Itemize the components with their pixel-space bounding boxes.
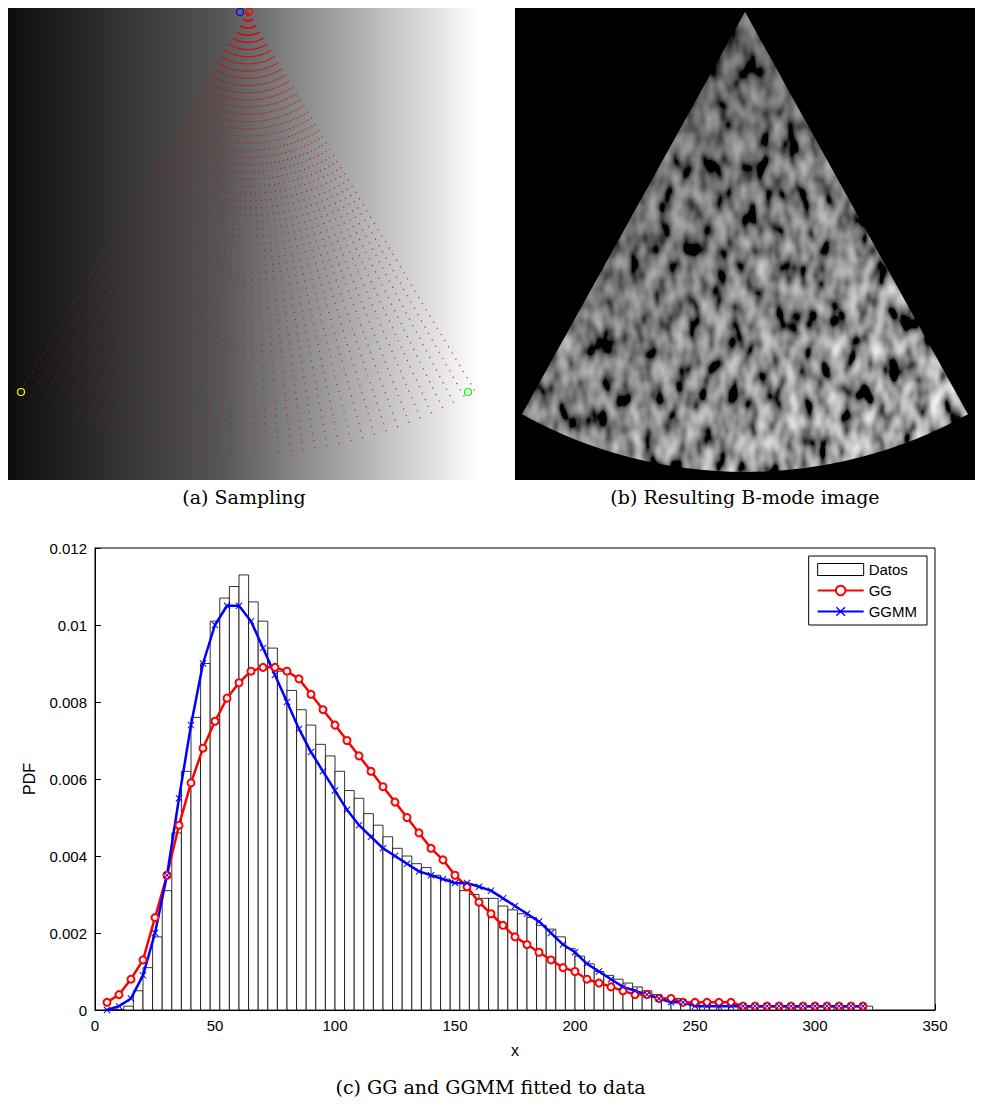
svg-text:50: 50	[207, 1017, 224, 1034]
svg-text:0.004: 0.004	[49, 848, 87, 865]
svg-text:x: x	[511, 1042, 519, 1059]
svg-text:350: 350	[922, 1017, 947, 1034]
svg-text:200: 200	[562, 1017, 587, 1034]
svg-text:300: 300	[802, 1017, 827, 1034]
svg-text:0: 0	[79, 1002, 87, 1019]
svg-text:GG: GG	[869, 582, 892, 599]
svg-text:100: 100	[322, 1017, 347, 1034]
svg-text:150: 150	[442, 1017, 467, 1034]
svg-text:GGMM: GGMM	[869, 603, 917, 620]
svg-text:0: 0	[91, 1017, 99, 1034]
svg-text:0.012: 0.012	[49, 540, 87, 557]
svg-text:0.002: 0.002	[49, 925, 87, 942]
svg-text:0.008: 0.008	[49, 694, 87, 711]
svg-text:0.01: 0.01	[58, 617, 87, 634]
svg-text:(c) GG and GGMM fitted to data: (c) GG and GGMM fitted to data	[336, 1076, 646, 1098]
html-text:(b) Resulting B-mode image: (b) Resulting B-mode image	[610, 486, 880, 508]
svg-text:250: 250	[682, 1017, 707, 1034]
html-text:(a) Sampling: (a) Sampling	[182, 486, 306, 508]
svg-text:0.006: 0.006	[49, 771, 87, 788]
svg-text:Datos: Datos	[869, 561, 908, 578]
svg-text:PDF: PDF	[21, 763, 38, 795]
